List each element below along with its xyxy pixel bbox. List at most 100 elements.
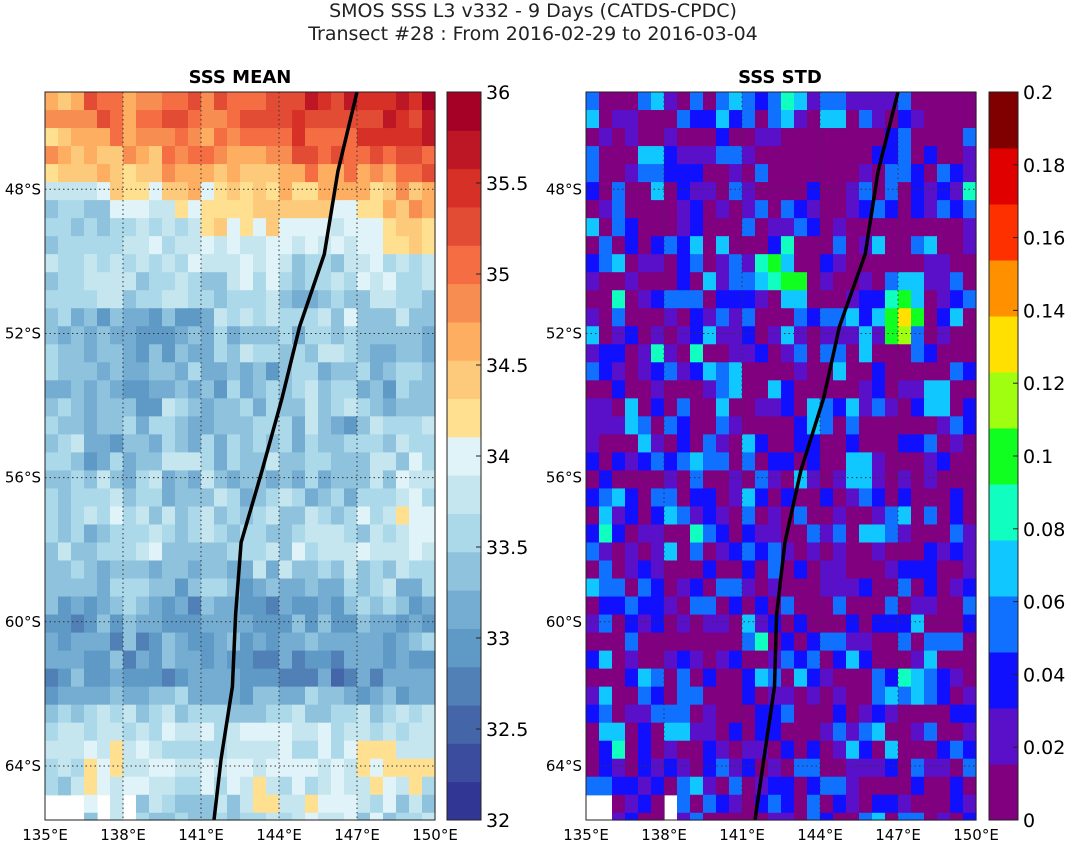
heatmap-cell [638,596,652,616]
heatmap-cell [963,578,977,598]
heatmap-cell [768,218,782,237]
heatmap-cell [755,164,769,183]
heatmap-cell [872,200,886,219]
heatmap-cell [110,596,124,616]
heatmap-cell [344,164,358,183]
heatmap-cell [214,416,228,435]
heatmap-cell [716,686,730,706]
heatmap-cell [292,452,306,472]
heatmap-cell [937,812,951,821]
heatmap-cell [638,740,652,760]
heatmap-cell [201,92,215,111]
heatmap-cell [586,704,600,724]
heatmap-cell [742,794,756,814]
x-tick-label: 141°E [178,826,224,842]
heatmap-cell [820,272,834,291]
heatmap-cell [227,722,241,742]
heatmap-cell [383,560,397,580]
colorbar-segment [447,168,481,208]
heatmap-cell [383,812,397,821]
heatmap-cell [305,524,319,544]
heatmap-cell [885,308,899,327]
heatmap-cell [885,506,899,526]
heatmap-cell [370,218,384,237]
heatmap-cell [240,470,254,490]
heatmap-cell [318,524,332,544]
heatmap-cell [292,164,306,183]
heatmap-cell [188,452,202,472]
heatmap-cell [84,290,98,309]
heatmap-cell [84,146,98,165]
heatmap-cell [253,128,267,147]
colorbar-segment [447,436,481,476]
heatmap-cell [859,704,873,724]
heatmap-cell [331,524,345,544]
heatmap-cell [950,308,964,327]
heatmap-cell [781,812,795,821]
heatmap-cell [664,686,678,706]
heatmap-cell [201,794,215,814]
heatmap-cell [110,560,124,580]
heatmap-cell [136,182,150,201]
heatmap-cell [820,758,834,778]
heatmap-cell [729,812,743,821]
colorbar-segment [447,705,481,744]
heatmap-cell [885,668,899,688]
heatmap-cell [625,236,639,255]
heatmap-cell [612,560,626,580]
heatmap-cell [937,434,951,453]
heatmap-cell [331,722,345,742]
heatmap-cell [963,416,977,435]
heatmap-cell [742,722,756,742]
heatmap-cell [149,578,163,598]
heatmap-cell [71,182,85,201]
heatmap-cell [612,254,626,273]
heatmap-cell [45,722,59,742]
heatmap-cell [664,200,678,219]
heatmap-cell [664,236,678,255]
colorbar-tick-label: 0.1 [1023,446,1053,468]
heatmap-cell [201,596,215,616]
heatmap-cell [820,452,834,472]
heatmap-cell [898,218,912,237]
heatmap-cell [240,416,254,435]
heatmap-cell [175,524,189,544]
heatmap-cell [162,92,176,111]
heatmap-cell [318,128,332,147]
heatmap-cell [950,776,964,796]
heatmap-cell [703,488,717,508]
heatmap-cell [807,110,821,129]
heatmap-cell [422,434,436,453]
heatmap-cell [703,794,717,814]
heatmap-cell [149,326,163,345]
heatmap-cell [123,434,137,453]
heatmap-cell [123,578,137,598]
heatmap-cell [625,344,639,363]
heatmap-cell [318,686,332,706]
sss-std-colorbar: 00.020.040.060.080.10.120.140.160.180.2 [988,82,1065,832]
heatmap-cell [833,182,847,201]
heatmap-cell [84,506,98,526]
heatmap-cell [612,758,626,778]
heatmap-cell [599,470,613,490]
heatmap-cell [97,416,111,435]
heatmap-cell [703,614,717,634]
heatmap-cell [859,650,873,670]
heatmap-cell [677,272,691,291]
heatmap-cell [690,344,704,363]
heatmap-cell [794,776,808,796]
heatmap-cell [227,308,241,327]
heatmap-cell [781,776,795,796]
heatmap-cell [651,560,665,580]
heatmap-cell [833,362,847,381]
heatmap-cell [227,812,241,821]
heatmap-cell [409,560,423,580]
heatmap-cell [227,740,241,760]
heatmap-cell [625,416,639,435]
heatmap-cell [924,362,938,381]
heatmap-cell [253,812,267,821]
heatmap-cell [331,470,345,490]
heatmap-cell [612,236,626,255]
heatmap-cell [781,596,795,616]
heatmap-cell [859,668,873,688]
